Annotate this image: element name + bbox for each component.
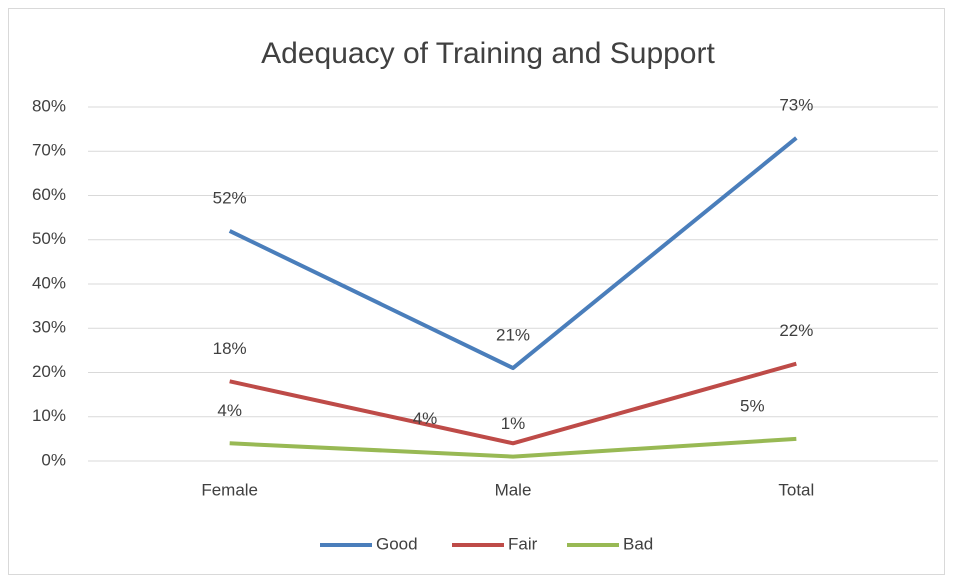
x-tick-label: Total (778, 480, 814, 499)
series-line (228, 136, 798, 371)
y-tick-label: 60% (32, 185, 66, 204)
series-line (229, 361, 797, 446)
chart-title: Adequacy of Training and Support (261, 37, 715, 70)
series-line (229, 436, 797, 459)
data-label: 1% (501, 414, 526, 433)
chart-border (8, 8, 945, 575)
y-tick-label: 40% (32, 273, 66, 292)
x-tick-label: Female (201, 480, 258, 499)
y-tick-label: 10% (32, 406, 66, 425)
y-tick-label: 30% (32, 318, 66, 337)
data-label: 5% (740, 396, 765, 415)
y-tick-label: 20% (32, 362, 66, 381)
legend-label: Good (376, 534, 418, 553)
y-tick-label: 70% (32, 141, 66, 160)
y-tick-label: 80% (32, 96, 66, 115)
legend-label: Bad (623, 534, 653, 553)
data-label: 4% (413, 409, 438, 428)
y-tick-label: 50% (32, 229, 66, 248)
data-label: 18% (213, 339, 247, 358)
y-tick-label: 0% (41, 450, 66, 469)
data-label: 73% (779, 95, 813, 114)
data-label: 21% (496, 326, 530, 345)
data-label: 22% (779, 321, 813, 340)
data-label: 4% (217, 401, 242, 420)
data-label: 52% (213, 188, 247, 207)
legend-label: Fair (508, 534, 538, 553)
x-tick-label: Male (495, 480, 532, 499)
